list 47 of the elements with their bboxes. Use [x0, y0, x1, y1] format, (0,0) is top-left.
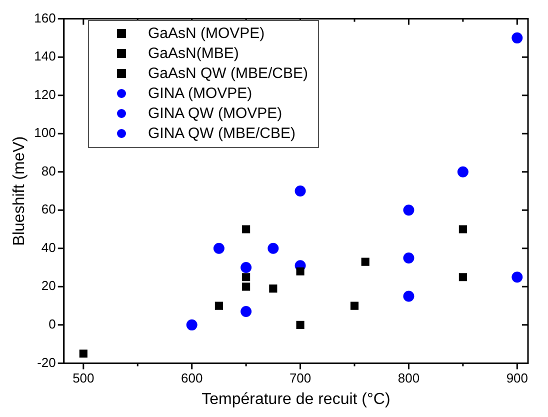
y-tick-label: 60 [41, 202, 56, 217]
y-tick-label: 100 [34, 125, 56, 140]
y-tick-label: 120 [34, 86, 56, 102]
point [242, 225, 250, 234]
legend-label: GINA (MOVPE) [148, 84, 252, 102]
point [458, 225, 467, 234]
point [242, 282, 250, 291]
point [458, 273, 467, 282]
y-tick-label: 160 [34, 10, 56, 26]
y-tick-label: 20 [41, 278, 56, 294]
point [403, 290, 414, 302]
y-tick-label: 80 [41, 163, 56, 178]
point [242, 273, 250, 282]
y-tick-label: 0 [48, 316, 56, 332]
point [457, 166, 468, 178]
point [512, 272, 523, 283]
point [296, 320, 304, 329]
legend-label: GaAsN (MOVPE) [148, 24, 265, 42]
point [213, 242, 224, 254]
point [403, 204, 414, 216]
x-axis-title: Température de recuit (°C) [202, 390, 390, 408]
point [268, 242, 279, 254]
point [79, 350, 88, 358]
y-tick-label: 140 [34, 48, 56, 64]
x-tick-label: 600 [180, 370, 203, 386]
point [240, 262, 252, 274]
point [403, 252, 414, 264]
point [512, 32, 523, 44]
x-tick-label: 500 [72, 370, 94, 386]
y-axis-title: Blueshift (meV) [11, 136, 28, 246]
y-tick-label: 40 [41, 240, 56, 255]
point [361, 258, 370, 266]
point [294, 186, 306, 196]
point [269, 284, 278, 293]
x-tick-label: 800 [398, 370, 420, 386]
legend-label: GaAsN(MBE) [148, 44, 239, 62]
point [186, 319, 198, 330]
y-tick-label: -20 [37, 354, 56, 370]
legend-label: GINA QW (MOVPE) [148, 104, 282, 122]
point [350, 302, 359, 310]
point [296, 267, 304, 276]
point [214, 302, 223, 310]
x-tick-label: 900 [506, 370, 528, 386]
point [240, 306, 252, 318]
legend-label: GINA QW (MBE/CBE) [148, 124, 296, 142]
legend-label: GaAsN QW (MBE/CBE) [148, 64, 308, 82]
x-tick-label: 700 [289, 370, 312, 386]
